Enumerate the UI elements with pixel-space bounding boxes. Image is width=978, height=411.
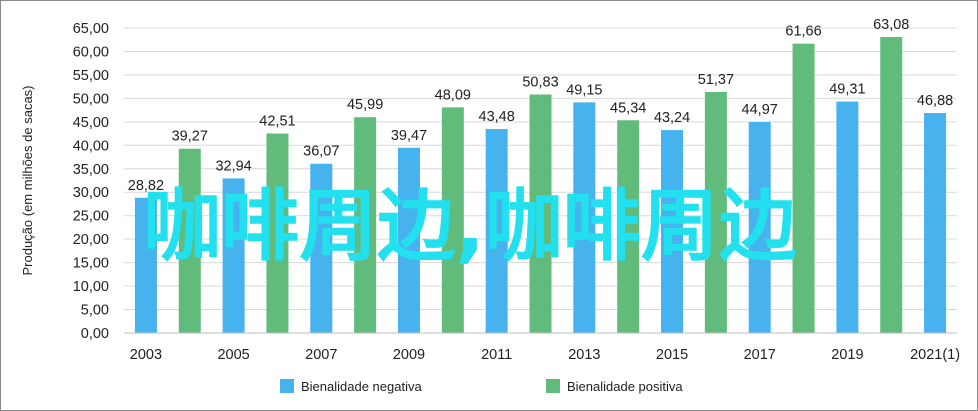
grid-lines [124, 27, 957, 311]
bar [836, 101, 859, 333]
bar [529, 94, 552, 334]
x-tick-label: 2019 [831, 347, 863, 363]
data-label: 32,94 [215, 158, 251, 174]
legend-swatch [280, 379, 294, 393]
data-label: 45,34 [610, 100, 646, 116]
bars [134, 37, 947, 334]
y-tick-label: 65,00 [73, 21, 109, 37]
y-tick-label: 40,00 [73, 138, 109, 154]
data-label: 43,24 [654, 110, 690, 126]
data-label: 49,31 [829, 82, 865, 98]
y-tick-label: 10,00 [73, 279, 109, 295]
x-tick-label: 2009 [393, 347, 425, 363]
data-label: 48,09 [435, 87, 471, 103]
bar [178, 148, 201, 333]
bar [617, 120, 640, 334]
x-tick-label: 2003 [130, 347, 162, 363]
x-tick-label: 2015 [656, 347, 688, 363]
data-label: 61,66 [785, 24, 821, 40]
data-label: 42,51 [259, 114, 295, 130]
bar [792, 43, 815, 334]
data-labels: 28,82 39,27 32,94 42,51 36,07 45,99 39,47 48,09… [128, 17, 953, 194]
bar [880, 37, 903, 334]
data-label: 51,37 [698, 72, 734, 88]
data-label: 46,88 [917, 93, 953, 109]
legend-swatch [546, 379, 560, 393]
y-tick-label: 25,00 [73, 209, 109, 225]
data-label: 36,07 [303, 144, 339, 160]
legend-label: Bienalidade positiva [567, 379, 683, 394]
data-label: 39,47 [391, 128, 427, 144]
bar [485, 128, 508, 333]
data-label: 43,48 [479, 109, 515, 125]
x-tick-label: 2017 [744, 347, 776, 363]
y-tick-label: 35,00 [73, 162, 109, 178]
data-label: 44,97 [742, 102, 778, 118]
y-tick-label: 45,00 [73, 115, 109, 131]
y-tick-label: 55,00 [73, 68, 109, 84]
bar [354, 117, 377, 333]
y-tick-label: 0,00 [81, 326, 109, 342]
x-tick-label: 2021(1) [910, 347, 960, 363]
bar [441, 107, 464, 333]
bar [661, 130, 684, 333]
y-axis-label: Produção (em milhões de sacas) [20, 85, 35, 275]
bar [134, 197, 157, 333]
bar [748, 121, 771, 333]
data-label: 50,83 [522, 74, 558, 90]
data-label: 45,99 [347, 97, 383, 113]
bar [924, 113, 947, 333]
data-label: 28,82 [128, 178, 164, 194]
bar [310, 163, 333, 333]
x-tick-label: 2011 [481, 347, 512, 363]
legend-label: Bienalidade negativa [301, 379, 422, 394]
bar [704, 91, 727, 334]
y-tick-label: 30,00 [73, 185, 109, 201]
x-tick-label: 2013 [568, 347, 600, 363]
x-tick-label: 2007 [305, 347, 337, 363]
watermark-text: 咖啡周边,咖啡周边 [143, 182, 797, 272]
y-tick-label: 15,00 [73, 256, 109, 272]
y-tick-label: 50,00 [73, 91, 109, 107]
bar [573, 102, 596, 333]
bar [397, 147, 420, 333]
legend: Bienalidade negativa Bienalidade positiva [280, 379, 683, 394]
bar [266, 133, 289, 333]
y-axis-ticks: 0,00 5,00 10,00 15,00 20,00 25,00 30,00 35,00 40… [73, 21, 109, 342]
data-label: 63,08 [873, 17, 909, 33]
y-tick-label: 60,00 [73, 44, 109, 60]
y-tick-label: 20,00 [73, 232, 109, 248]
data-label: 49,15 [566, 82, 602, 98]
x-axis-ticks: 2003 2005 2007 2009 2011 2013 2015 2017 2019 2021… [130, 347, 960, 363]
y-tick-label: 5,00 [81, 303, 109, 319]
bar [222, 178, 245, 333]
data-label: 39,27 [172, 129, 208, 145]
x-tick-label: 2005 [217, 347, 249, 363]
